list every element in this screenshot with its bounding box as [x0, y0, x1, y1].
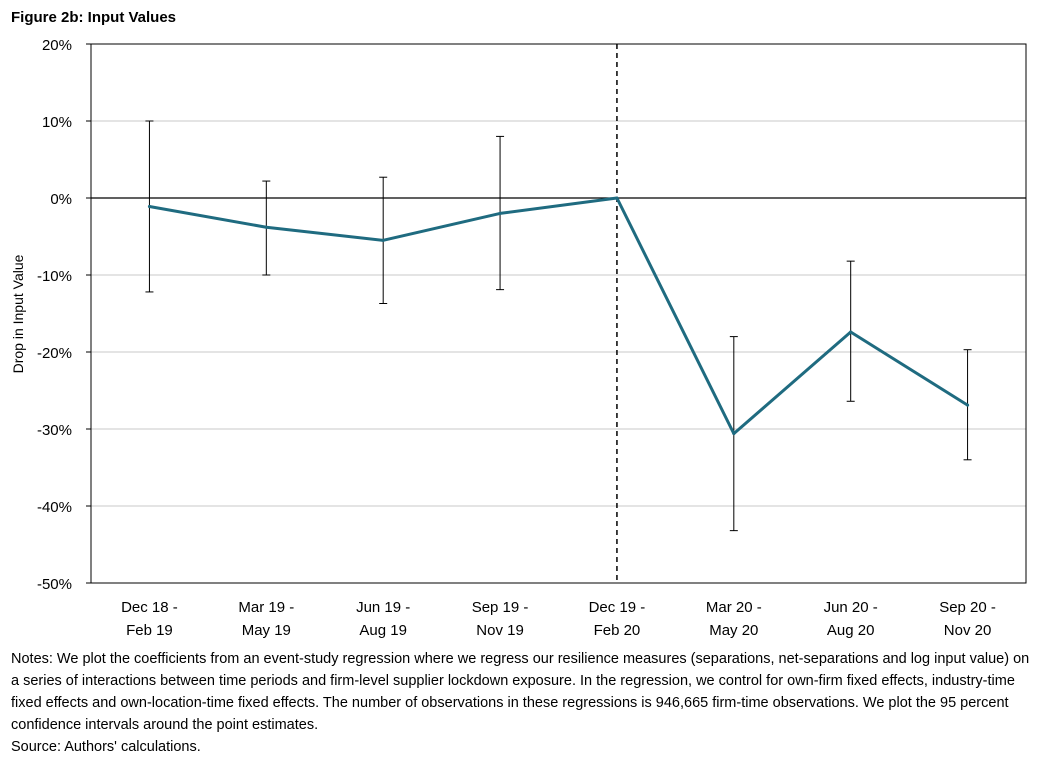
x-tick-label-line: Jun 20 -	[824, 599, 878, 616]
gridlines	[91, 120, 1026, 507]
x-tick-label-line: Dec 19 -	[589, 599, 646, 616]
x-tick-label-line: Feb 19	[126, 622, 173, 639]
y-tick-labels: 20% 10% 0% -10% -20% -30% -40% -50%	[37, 37, 72, 593]
x-tick-label-line: Aug 19	[359, 622, 407, 639]
x-tick-label-line: Sep 20 -	[939, 599, 996, 616]
x-tick-label: Dec 18 - Feb 19	[121, 599, 178, 639]
source-text: Source: Authors' calculations.	[11, 739, 201, 755]
x-tick-label: Jun 19 - Aug 19	[356, 599, 410, 639]
y-tick-label: -30%	[37, 422, 72, 439]
x-tick-label-line: Dec 18 -	[121, 599, 178, 616]
x-tick-label: Mar 20 - May 20	[706, 599, 762, 639]
x-tick-label: Sep 20 - Nov 20	[939, 599, 996, 639]
y-axis-label: Drop in Input Value	[10, 254, 26, 373]
x-tick-label-line: Mar 19 -	[238, 599, 294, 616]
error-bars	[145, 120, 972, 532]
y-tick-label: 0%	[50, 191, 72, 208]
x-tick-label: Jun 20 - Aug 20	[824, 599, 878, 639]
x-tick-label-line: Nov 20	[944, 622, 992, 639]
x-tick-label: Dec 19 - Feb 20	[589, 599, 646, 639]
x-tick-label-line: Feb 20	[594, 622, 641, 639]
y-tick-label: -10%	[37, 268, 72, 285]
data-point	[966, 403, 970, 407]
line-chart: 20% 10% 0% -10% -20% -30% -40% -50% Dec 18 - Feb…	[10, 37, 1027, 639]
notes-text: Notes: We plot the coefficients from an …	[11, 651, 1030, 733]
data-point	[615, 196, 619, 200]
data-point	[732, 432, 736, 436]
axes	[86, 43, 1027, 584]
data-point	[381, 238, 385, 242]
x-tick-label-line: May 20	[709, 622, 758, 639]
y-tick-label: -40%	[37, 499, 72, 516]
x-tick-label-line: Nov 19	[476, 622, 524, 639]
data-point	[147, 204, 151, 208]
x-tick-label: Sep 19 - Nov 19	[472, 599, 529, 639]
x-tick-labels: Dec 18 - Feb 19 Mar 19 - May 19 Jun 19 - Aug …	[121, 599, 996, 639]
series	[147, 196, 970, 436]
x-tick-label-line: Mar 20 -	[706, 599, 762, 616]
x-tick-label: Mar 19 - May 19	[238, 599, 294, 639]
x-tick-label-line: Aug 20	[827, 622, 875, 639]
y-tick-label: 20%	[42, 37, 72, 54]
series-line	[147, 196, 970, 436]
x-tick-label-line: Jun 19 -	[356, 599, 410, 616]
y-tick-label: -20%	[37, 345, 72, 362]
figure-title: Figure 2b: Input Values	[11, 9, 177, 26]
data-point	[498, 211, 502, 215]
data-point	[849, 330, 853, 334]
notes-block: Notes: We plot the coefficients from an …	[11, 648, 1036, 758]
y-tick-label: -50%	[37, 576, 72, 593]
x-tick-label-line: May 19	[242, 622, 291, 639]
plot-border	[90, 43, 1027, 584]
x-tick-label-line: Sep 19 -	[472, 599, 529, 616]
y-tick-label: 10%	[42, 114, 72, 131]
data-point	[264, 225, 268, 229]
